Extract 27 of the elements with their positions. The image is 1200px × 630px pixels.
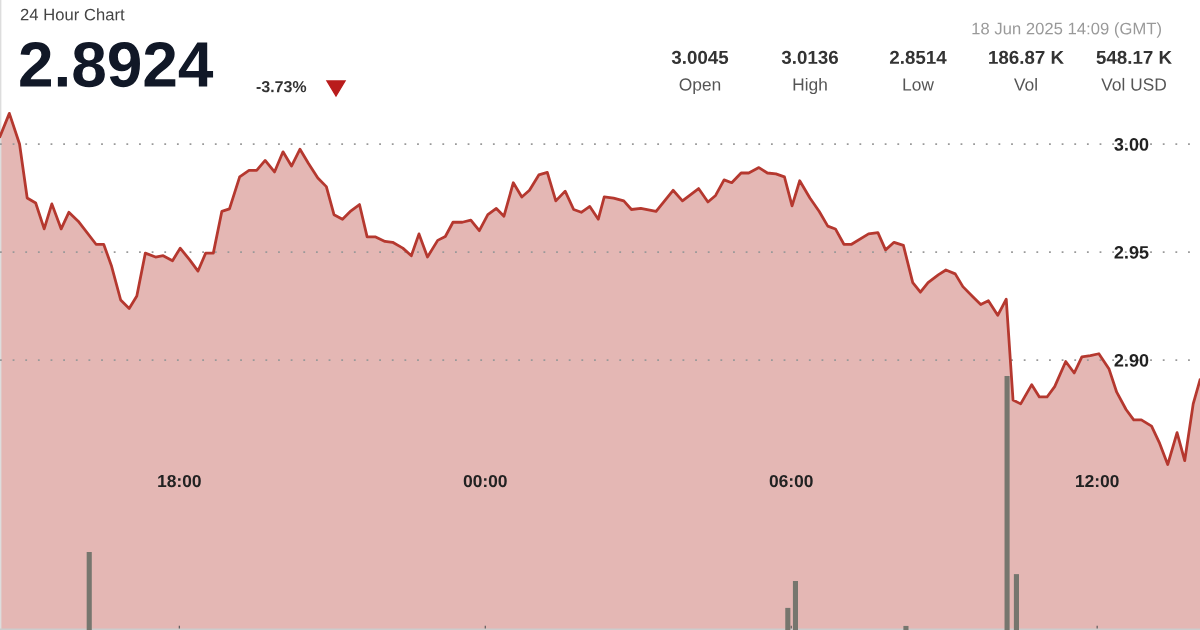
bar [792, 580, 799, 630]
x-tick-label: 18:00 [158, 474, 201, 488]
annotation: 186.87 K [989, 50, 1064, 65]
y-tick-label: 3.00 [1114, 137, 1149, 151]
bar [1013, 574, 1019, 630]
annotation: Vol [1014, 77, 1037, 91]
x-tick-label: 12:00 [1076, 474, 1119, 488]
annotation: -3.73% [256, 80, 307, 93]
bar [86, 552, 92, 630]
annotation: 2.8514 [889, 50, 947, 65]
bar [785, 607, 791, 630]
annotation: High [793, 77, 827, 95]
bar [903, 625, 909, 630]
annotation: 548.17 K [1096, 50, 1172, 65]
y-tick-label: 2.90 [1114, 353, 1149, 367]
x-tick-label: 00:00 [463, 474, 507, 488]
annotation: 18 Jun 2025 14:09 (GMT) [972, 22, 1161, 38]
annotation: 2.8924 [20, 41, 214, 88]
annotation: 3.0136 [781, 50, 838, 65]
annotation: 3.0045 [671, 50, 729, 65]
annotation: Open [679, 78, 721, 95]
chart-subtitle: 24 Hour Chart [20, 8, 125, 21]
x-tick-label: 06:00 [769, 474, 813, 488]
annotation: Vol USD [1101, 77, 1166, 91]
annotation: Low [903, 78, 934, 91]
y-tick-label: 2.95 [1114, 245, 1149, 259]
bar [1004, 375, 1010, 630]
